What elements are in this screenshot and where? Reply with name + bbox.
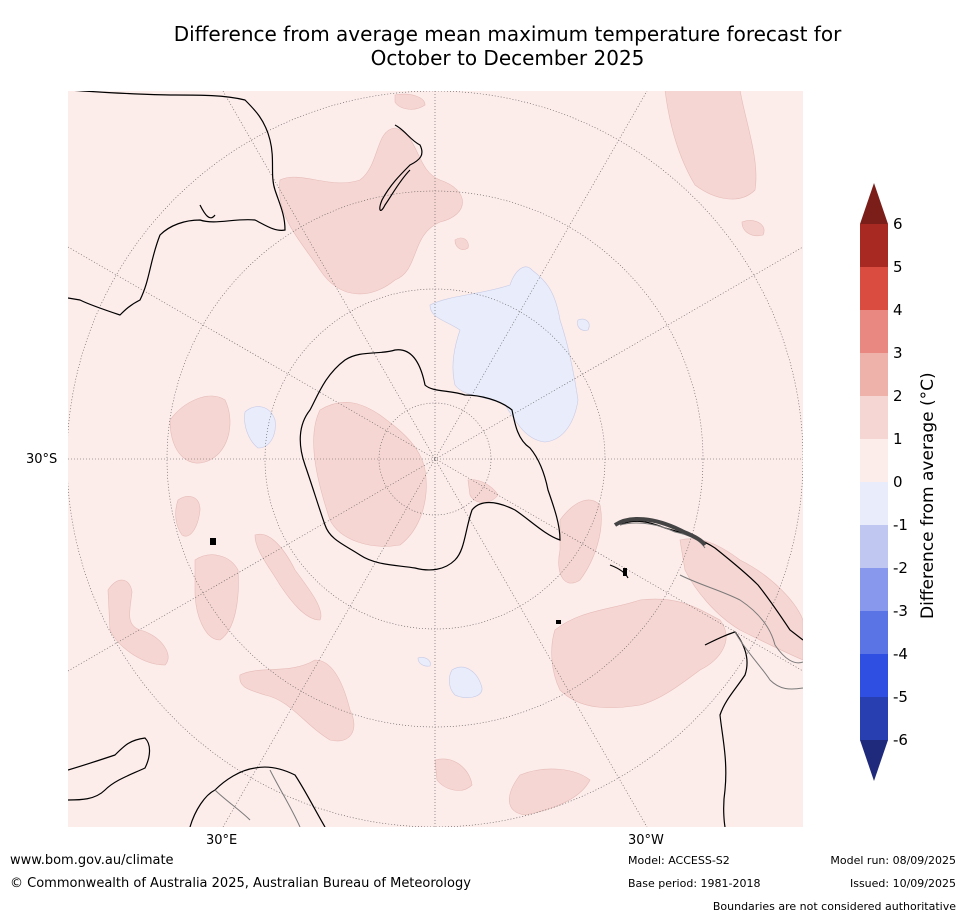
footer-model: Model: ACCESS-S2	[628, 854, 730, 867]
footer-issued: Issued: 10/09/2025	[849, 877, 956, 890]
colorbar-tick-label: 4	[893, 301, 903, 319]
colorbar-segment	[860, 267, 888, 311]
small-island-2	[623, 568, 627, 576]
colorbar-segments	[860, 224, 888, 741]
colorbar-segment	[860, 654, 888, 698]
title-line-1: Difference from average mean maximum tem…	[173, 22, 842, 46]
colorbar-tick-label: 5	[893, 258, 903, 276]
map-title: Difference from average mean maximum tem…	[60, 22, 955, 70]
warm-anomaly-regions	[107, 91, 803, 816]
colorbar-tick-label: -4	[893, 645, 908, 663]
lon-label-30w: 30°W	[628, 833, 664, 848]
colorbar-tick-label: -5	[893, 688, 908, 706]
lat-label-30s: 30°S	[26, 452, 58, 467]
colorbar-segment	[860, 439, 888, 483]
colorbar-segment	[860, 525, 888, 569]
country-boundaries	[214, 522, 803, 827]
colorbar-segment	[860, 611, 888, 655]
footer-copyright: © Commonwealth of Australia 2025, Austra…	[10, 876, 471, 891]
colorbar-title: Difference from average (°C)	[918, 372, 938, 619]
colorbar-tick-label: 0	[893, 473, 903, 491]
colorbar-tick-label: -2	[893, 559, 908, 577]
colorbar-segment	[860, 568, 888, 612]
footer-disclaimer: Boundaries are not considered authoritat…	[712, 900, 956, 913]
colorbar-segment	[860, 482, 888, 526]
small-island	[210, 538, 216, 545]
colorbar-segment	[860, 396, 888, 440]
colorbar-segment	[860, 224, 888, 268]
footer-base-period: Base period: 1981-2018	[628, 877, 761, 890]
patagonia-coast	[613, 517, 707, 547]
colorbar-tick-label: 3	[893, 344, 903, 362]
small-island-3	[556, 620, 561, 624]
colorbar-tick-label: 6	[893, 215, 903, 233]
coastlines	[68, 91, 803, 827]
colorbar-tick-label: 1	[893, 430, 903, 448]
colorbar-tick-label: -6	[893, 731, 908, 749]
colorbar	[860, 183, 888, 781]
footer-model-run: Model run: 08/09/2025	[830, 854, 956, 867]
title-line-2: October to December 2025	[370, 46, 645, 70]
footer-website: www.bom.gov.au/climate	[10, 853, 174, 868]
colorbar-segment	[860, 697, 888, 741]
colorbar-segment	[860, 310, 888, 354]
colorbar-top-arrow	[860, 183, 888, 224]
colorbar-tick-label: 2	[893, 387, 903, 405]
colorbar-segment	[860, 353, 888, 397]
colorbar-tick-label: -3	[893, 602, 908, 620]
lon-label-30e: 30°E	[206, 833, 238, 848]
colorbar-tick-label: -1	[893, 516, 908, 534]
colorbar-bottom-arrow	[860, 740, 888, 781]
graticule	[68, 91, 803, 827]
